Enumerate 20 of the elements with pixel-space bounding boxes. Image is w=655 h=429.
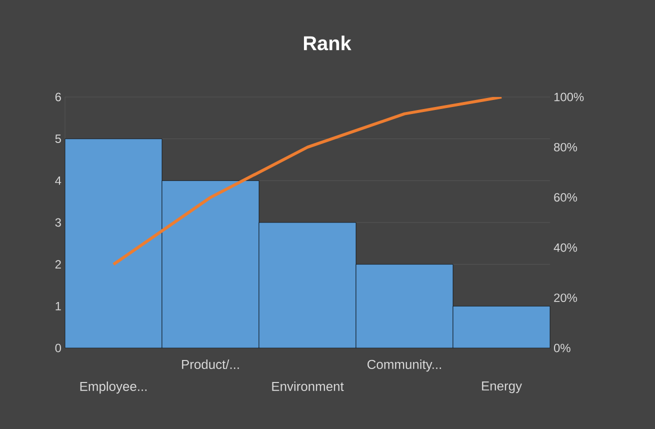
line-series <box>112 96 504 266</box>
y-tick-label: 1 <box>56 302 61 310</box>
x-tick-label: Product/... <box>182 360 239 370</box>
y2-tick-label: 20% <box>554 294 578 302</box>
y-tick-label: 3 <box>55 218 61 227</box>
y2-tick-label: 40% <box>554 243 578 252</box>
y-tick-label: 6 <box>55 92 61 102</box>
x-tick-label: Environment <box>272 382 344 392</box>
y2-tick-label: 80% <box>554 142 578 152</box>
y2-tick-label: 0% <box>554 344 570 352</box>
x-tick-label: Employee... <box>80 382 147 394</box>
x-tick-label: Community... <box>367 360 441 372</box>
x-tick-label: Energy <box>482 382 522 394</box>
y-tick-label: 2 <box>55 260 61 269</box>
y-tick-label: 4 <box>55 176 62 185</box>
y-tick-label: 5 <box>55 134 61 143</box>
y2-tick-label: 60% <box>554 193 578 202</box>
y2-tick-label: 100% <box>554 92 584 102</box>
y-tick-label: 0 <box>55 344 62 352</box>
chart-title: Rank <box>304 36 352 50</box>
